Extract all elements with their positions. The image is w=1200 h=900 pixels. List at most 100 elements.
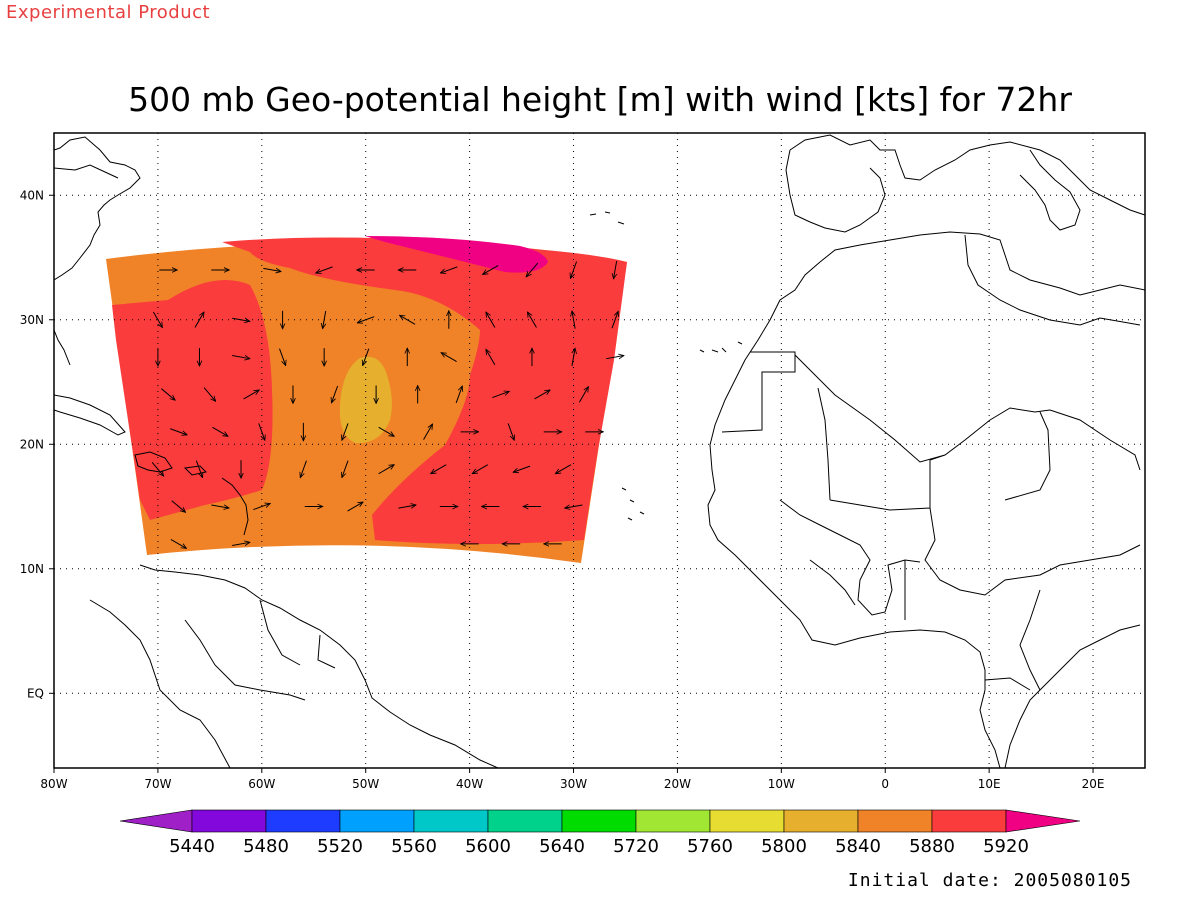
y-tick-label: 30N	[20, 313, 44, 327]
wind-arrow	[300, 460, 307, 478]
x-tick-label: 20W	[664, 777, 691, 791]
wind-arrow	[253, 503, 270, 511]
wind-arrow	[611, 311, 618, 329]
colorbar-swatch	[561, 809, 637, 833]
initial-date: Initial date: 2005080105	[847, 870, 1132, 891]
colorbar-label: 5920	[983, 836, 1029, 857]
colorbar-swatch	[635, 809, 711, 833]
wind-arrow	[486, 349, 496, 366]
wind-arrow	[323, 310, 326, 329]
wind-arrow	[555, 464, 572, 474]
wind-arrow	[232, 318, 250, 321]
coastlines	[54, 134, 1145, 768]
wind-arrow	[578, 387, 588, 403]
colorbar-label: 5480	[243, 836, 289, 857]
wind-vectors	[151, 261, 624, 548]
wind-arrow	[342, 423, 349, 440]
wind-arrow	[363, 348, 370, 366]
colorbar-label: 5560	[391, 836, 437, 857]
wind-arrow	[527, 312, 537, 328]
colorbar-swatch	[931, 809, 1007, 833]
wind-arrow	[316, 266, 333, 273]
canary-islands	[699, 341, 743, 353]
wind-arrow	[258, 423, 265, 440]
wind-arrow	[486, 312, 496, 328]
wind-arrow	[151, 461, 164, 476]
south-america-borders	[184, 599, 336, 701]
iberia-coast	[785, 149, 886, 233]
colorbar-swatch	[487, 809, 563, 833]
wind-arrow	[212, 426, 228, 436]
wind-arrow	[331, 385, 339, 403]
colorbar-label: 5640	[539, 836, 585, 857]
wind-arrow	[565, 505, 583, 508]
x-tick-label: 40W	[456, 777, 483, 791]
wind-arrow	[455, 386, 462, 404]
wind-arrow	[170, 538, 187, 548]
wind-arrow	[161, 388, 175, 401]
wind-arrow	[513, 465, 531, 472]
puerto-rico-coast	[183, 465, 208, 476]
x-tick-label: 70W	[144, 777, 171, 791]
x-tick-label: 10E	[978, 777, 1001, 791]
map-title: 500 mb Geo-potential height [m] with win…	[128, 80, 1072, 119]
wind-arrow	[441, 353, 457, 363]
wind-arrow	[534, 390, 551, 400]
wind-arrow	[232, 542, 250, 545]
wind-arrow	[357, 316, 375, 323]
colorbar-label: 5600	[465, 836, 511, 857]
wind-arrow	[211, 505, 229, 508]
x-tick-label: 80W	[40, 777, 67, 791]
x-tick-label: 30W	[560, 777, 587, 791]
colorbar-high-extend	[1005, 809, 1081, 833]
wind-arrow	[203, 387, 216, 402]
wind-arrow	[526, 262, 539, 277]
longitude-axis: 80W 70W 60W 50W 40W 30W 20W 10W 0 10E 20E	[40, 768, 1104, 791]
wind-arrow	[606, 356, 624, 359]
wind-arrow	[572, 348, 575, 367]
south-america-coast	[139, 564, 499, 768]
colorbar-label: 5880	[909, 836, 955, 857]
geopotential-height-field	[106, 236, 627, 563]
height-region-5920-west	[112, 280, 273, 520]
wind-arrow	[399, 315, 416, 325]
colorbar-swatch	[413, 809, 489, 833]
east-atlantic-coast	[1004, 624, 1141, 768]
colorbar-label: 5520	[317, 836, 363, 857]
colorbar-swatch	[709, 809, 785, 833]
color-bar: 5440 5480 5520 5560 5600 5640 5720 5760 5800 5840…	[119, 809, 1081, 857]
colorbar-swatch	[783, 809, 859, 833]
hispaniola-coast	[134, 451, 173, 473]
azores	[589, 211, 625, 225]
colorbar-label: 5440	[169, 836, 215, 857]
north-america-coast	[54, 136, 141, 281]
wind-arrow	[194, 312, 204, 328]
y-tick-label: 20N	[20, 437, 44, 451]
wind-arrow	[152, 311, 162, 328]
colorbar-label: 5800	[761, 836, 807, 857]
wind-arrow	[492, 391, 509, 399]
colorbar-swatch	[191, 809, 267, 833]
y-tick-label: EQ	[27, 686, 44, 700]
wind-arrow	[431, 464, 447, 474]
wind-arrow	[171, 500, 186, 513]
wind-arrow	[570, 261, 578, 279]
wind-arrow	[347, 502, 364, 512]
north-america-inland	[54, 164, 119, 179]
wind-arrow	[378, 426, 395, 436]
north-africa-coast	[819, 231, 1145, 296]
africa-borders	[721, 234, 1141, 691]
wind-arrow	[440, 266, 458, 273]
south-america-inland	[89, 599, 231, 768]
wind-arrow	[263, 268, 281, 271]
wind-arrow	[342, 460, 349, 478]
wind-arrow	[378, 465, 395, 475]
height-region-5840	[339, 356, 392, 444]
x-tick-label: 0	[881, 777, 889, 791]
wind-arrow	[507, 423, 514, 440]
antilles-arc	[221, 477, 249, 536]
x-tick-label: 50W	[352, 777, 379, 791]
latitude-axis: 40N 30N 20N 10N EQ	[20, 188, 54, 700]
west-africa-coast	[707, 261, 1001, 768]
